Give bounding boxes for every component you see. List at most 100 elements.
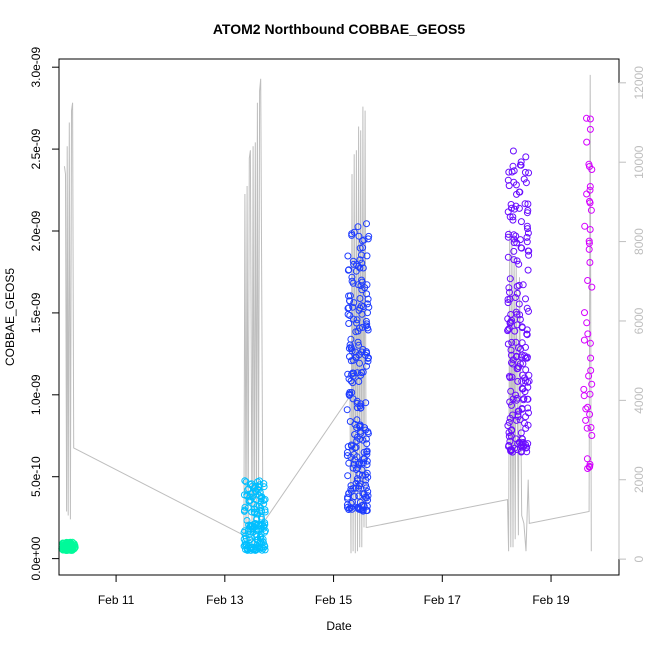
scatter-point	[356, 435, 364, 443]
scatter-point	[359, 346, 367, 353]
scatter-point	[358, 259, 366, 267]
y2-axis: 0 2000 4000 6000 8000 10000 12000	[618, 66, 646, 562]
scatter-point	[349, 395, 357, 403]
scatter-point	[507, 346, 515, 354]
scatter-point	[363, 220, 370, 228]
scatter-point	[363, 362, 370, 370]
scatter-point	[345, 266, 353, 274]
scatter-point	[507, 387, 515, 395]
scatter-point	[522, 413, 530, 421]
scatter-group-2	[240, 477, 269, 554]
scatter-point	[583, 138, 591, 146]
scatter-point	[518, 405, 526, 412]
scatter-point	[359, 323, 366, 331]
scatter-point	[516, 316, 524, 323]
scatter-point	[356, 498, 364, 506]
scatter-point	[364, 235, 372, 243]
scatter-point	[364, 488, 372, 496]
scatter-point	[356, 256, 364, 264]
scatter-point	[256, 532, 264, 540]
scatter-point	[506, 295, 514, 303]
scatter-point	[524, 225, 531, 233]
scatter-point	[504, 422, 512, 430]
scatter-point	[252, 496, 260, 504]
scatter-point	[353, 316, 361, 324]
scatter-point	[586, 226, 594, 233]
scatter-point	[353, 416, 361, 424]
scatter-point	[511, 327, 519, 335]
scatter-point	[248, 522, 256, 530]
scatter-point	[521, 377, 529, 385]
scatter-point	[348, 370, 356, 378]
scatter-point	[364, 496, 372, 504]
scatter-point	[504, 326, 512, 333]
y2-tick-label: 12000	[632, 66, 646, 100]
scatter-point	[241, 506, 249, 514]
scatter-point	[516, 360, 524, 368]
scatter-point	[509, 213, 517, 221]
scatter-point	[359, 244, 367, 252]
scatter-point	[364, 326, 372, 334]
y2-tick-label: 10000	[632, 145, 646, 179]
scatter-point	[68, 546, 76, 554]
scatter-point	[261, 519, 269, 527]
scatter-point	[525, 377, 533, 385]
y-axis-label: COBBAE_GEOS5	[3, 268, 17, 366]
scatter-point	[248, 480, 255, 488]
scatter-point	[524, 395, 531, 403]
scatter-point	[524, 229, 532, 237]
scatter-point	[344, 310, 352, 318]
scatter-point	[345, 459, 353, 467]
scatter-point	[364, 357, 372, 365]
scatter-point	[586, 462, 594, 470]
scatter-point	[243, 492, 251, 500]
scatter-point	[350, 299, 358, 307]
scatter-point	[354, 281, 362, 289]
scatter-point	[580, 336, 588, 344]
scatter-point	[241, 538, 249, 546]
y2-tick-label: 6000	[632, 307, 646, 334]
scatter-point	[348, 347, 356, 355]
scatter-point	[515, 204, 523, 212]
scatter-point	[354, 223, 362, 231]
scatter-point	[348, 277, 356, 285]
scatter-point	[504, 299, 512, 307]
scatter-point	[345, 391, 353, 399]
scatter-point	[356, 324, 363, 332]
scatter-point	[523, 330, 531, 338]
scatter-point	[519, 281, 527, 289]
scatter-point	[352, 443, 360, 451]
scatter-point	[580, 392, 588, 400]
y2-tick-label: 8000	[632, 228, 646, 255]
scatter-point	[356, 304, 364, 312]
scatter-point	[248, 508, 256, 516]
scatter-point	[364, 295, 372, 303]
scatter-point	[525, 247, 533, 255]
scatter-point	[512, 308, 520, 316]
x-axis: Feb 11 Feb 13 Feb 15 Feb 17 Feb 19	[98, 574, 570, 607]
scatter-point	[509, 147, 517, 155]
scatter-point	[515, 260, 523, 268]
scatter-point	[365, 232, 373, 240]
scatter-point	[517, 244, 525, 252]
x-axis-label: Date	[326, 619, 352, 633]
scatter-point	[520, 442, 527, 450]
scatter-point	[522, 366, 530, 374]
scatter-point	[514, 413, 522, 421]
scatter-point	[521, 200, 529, 208]
scatter-point	[356, 421, 364, 429]
scatter-point	[356, 359, 363, 367]
scatter-point	[349, 464, 357, 472]
scatter-point	[255, 483, 263, 491]
scatter-point	[358, 506, 366, 514]
scatter-point	[344, 252, 352, 260]
y-tick-label: 1.0e-09	[29, 374, 43, 415]
scatter-point	[507, 351, 515, 359]
scatter-point	[344, 370, 352, 378]
scatter-point	[359, 436, 367, 444]
scatter-point	[522, 354, 530, 362]
scatter-point	[345, 320, 353, 327]
scatter-point	[584, 277, 592, 284]
scatter-point	[512, 435, 520, 443]
